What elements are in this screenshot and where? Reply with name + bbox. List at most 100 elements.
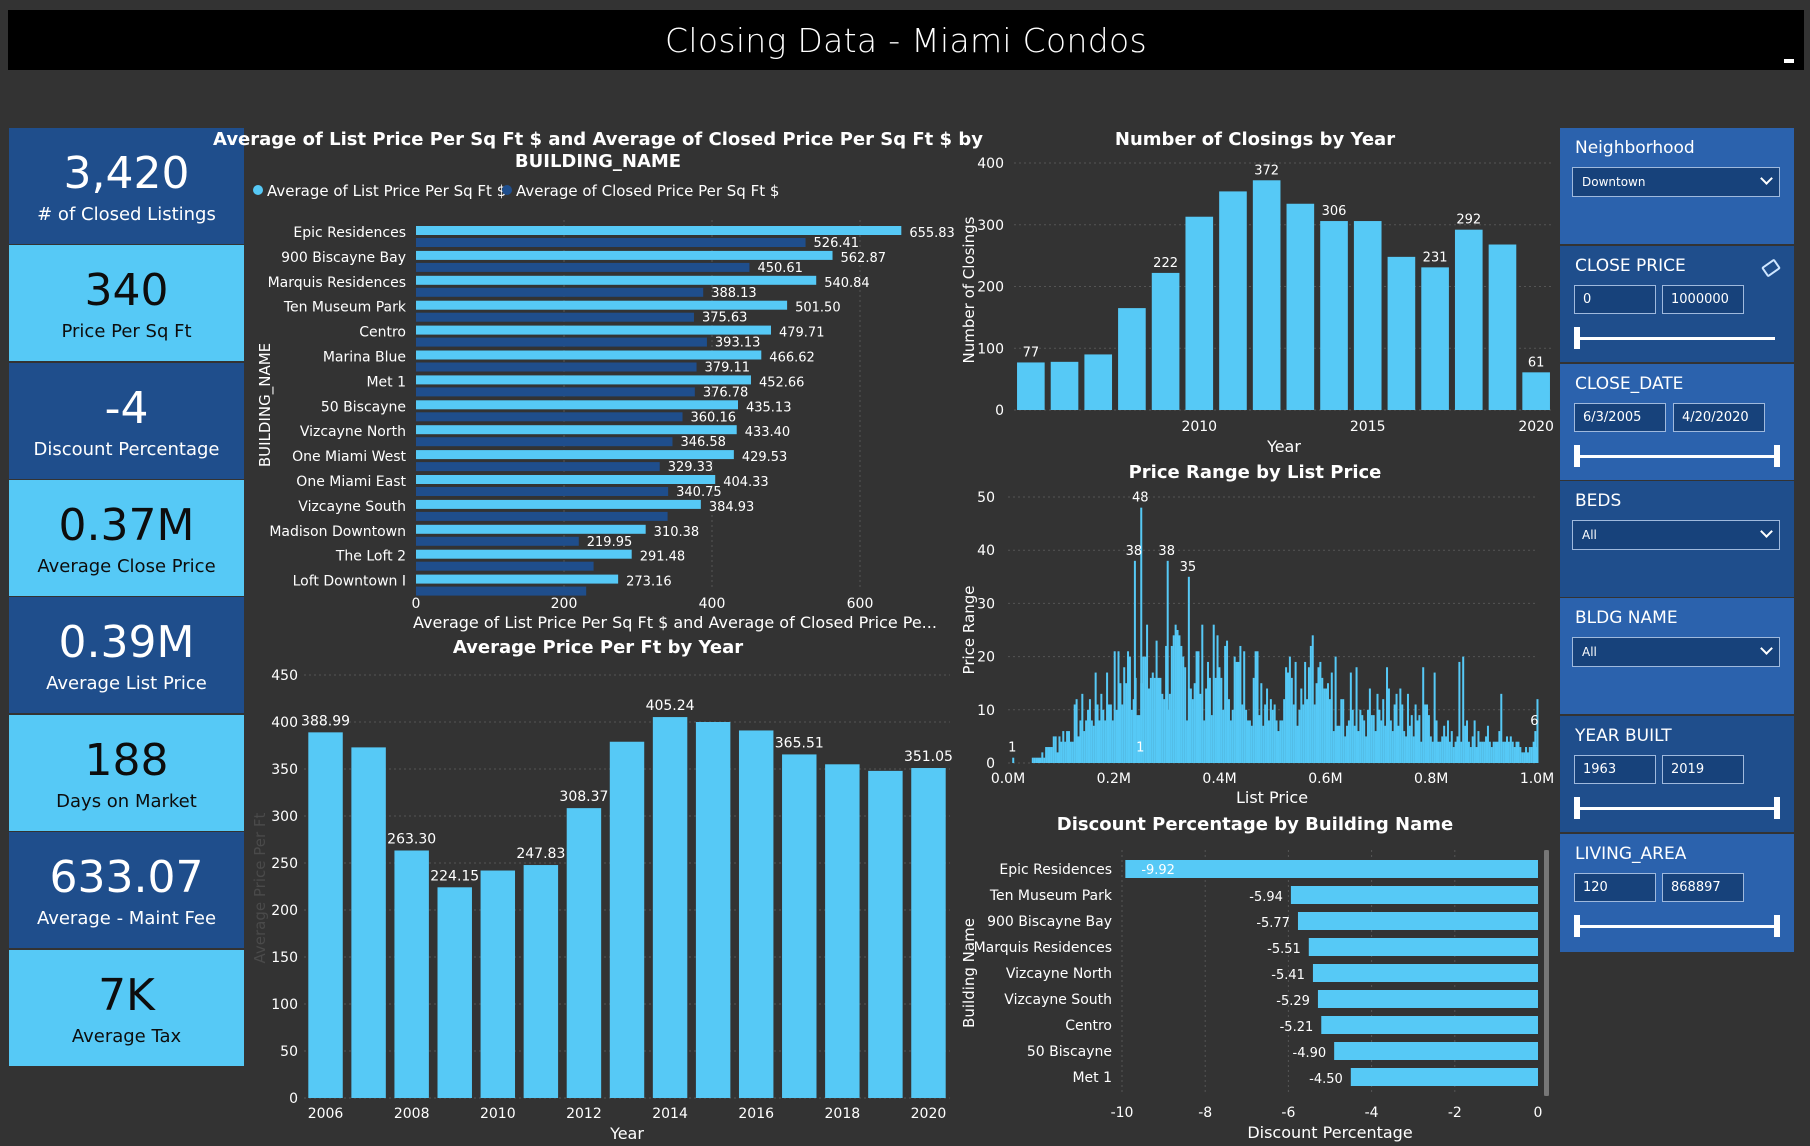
data-label: 435.13	[746, 400, 792, 415]
bar	[652, 717, 688, 1098]
living-area-max-input[interactable]: 868897	[1662, 873, 1744, 902]
year-built-max-input[interactable]: 2019	[1662, 755, 1744, 784]
histogram-bar	[1507, 741, 1510, 763]
histogram-bar	[1144, 656, 1147, 763]
eraser-icon[interactable]	[1761, 258, 1781, 278]
histogram-bar	[1130, 709, 1133, 763]
histogram-bar	[1151, 672, 1154, 763]
kpi-value: 0.37M	[58, 499, 195, 551]
histogram-bar	[1332, 731, 1335, 763]
dropdown-value: All	[1582, 645, 1597, 659]
data-label: 222	[1153, 256, 1178, 271]
histogram-bar	[1191, 699, 1194, 763]
range-slider-track[interactable]	[1577, 455, 1775, 458]
range-slider-max-handle[interactable]	[1774, 915, 1780, 937]
data-label: 219.95	[587, 535, 633, 550]
kpi-card-discount-percentage[interactable]: -4 Discount Percentage	[9, 363, 244, 479]
histogram-bar	[1205, 688, 1208, 763]
kpi-card-average-close-price[interactable]: 0.37M Average Close Price	[9, 480, 244, 596]
kpi-card-average-tax[interactable]: 7K Average Tax	[9, 950, 244, 1066]
histogram-bar	[1486, 725, 1489, 763]
histogram-bar	[1321, 677, 1324, 763]
kpi-card-maint-fee[interactable]: 633.07 Average - Maint Fee	[9, 832, 244, 948]
data-label: -5.77	[1256, 916, 1290, 931]
living-area-min-input[interactable]: 120	[1574, 873, 1656, 902]
range-slider-track[interactable]	[1577, 807, 1775, 810]
x-tick-label: -4	[1365, 1105, 1379, 1121]
year-built-min-input[interactable]: 1963	[1574, 755, 1656, 784]
histogram-bar	[1290, 677, 1293, 763]
beds-dropdown[interactable]: All	[1572, 520, 1780, 550]
kpi-label: # of Closed Listings	[37, 203, 216, 225]
y-tick-label: 20	[977, 650, 995, 666]
histogram-bar	[1502, 741, 1505, 763]
price-range-chart[interactable]: 0 10 20 30 40 50 1 48 38 38 35 1 6 0.0M 0.2M 0.4M 0.6M 0.…	[960, 490, 1554, 807]
histogram-bar	[1473, 720, 1476, 763]
y-tick-label: 900 Biscayne Bay	[987, 914, 1112, 930]
close-price-min-input[interactable]: 0	[1574, 285, 1656, 314]
histogram-bar	[1088, 699, 1091, 763]
histogram-bar	[1408, 725, 1411, 763]
histogram-bar	[1302, 704, 1305, 763]
bar-closed-price	[416, 511, 668, 521]
histogram-bar	[1226, 640, 1229, 763]
list-vs-closed-chart[interactable]: Epic Residences 655.83 526.41 900 Biscayne …	[256, 220, 955, 632]
neighborhood-dropdown[interactable]: Downtown	[1572, 167, 1780, 197]
histogram-bar	[1193, 683, 1196, 763]
histogram-bar	[1262, 725, 1265, 763]
histogram-bar	[1069, 741, 1072, 763]
histogram-bar	[1207, 661, 1210, 763]
histogram-bar	[1382, 699, 1385, 763]
histogram-bar	[1239, 645, 1242, 763]
kpi-card-closed-listings[interactable]: 3,420 # of Closed Listings	[9, 128, 244, 244]
histogram-bar	[1469, 747, 1472, 763]
histogram-bar	[1260, 683, 1263, 763]
close-date-end-input[interactable]: 4/20/2020	[1673, 403, 1765, 432]
range-slider-track[interactable]	[1577, 337, 1775, 340]
histogram-bar	[1039, 757, 1042, 763]
histogram-bar	[1058, 736, 1061, 763]
y-tick-label: 0	[289, 1091, 298, 1107]
range-slider-max-handle[interactable]	[1774, 797, 1780, 819]
histogram-bar	[1488, 741, 1491, 763]
bar-list-price	[416, 425, 737, 435]
range-slider-min-handle[interactable]	[1574, 797, 1580, 819]
minimize-icon[interactable]	[1784, 59, 1794, 63]
kpi-card-average-list-price[interactable]: 0.39M Average List Price	[9, 597, 244, 713]
bar	[1317, 990, 1538, 1008]
scrollbar-thumb[interactable]	[1544, 850, 1549, 1096]
range-slider-max-handle[interactable]	[1774, 445, 1780, 467]
range-slider-min-handle[interactable]	[1574, 915, 1580, 937]
histogram-bar	[1147, 688, 1150, 763]
histogram-bar	[1344, 736, 1347, 763]
histogram-bar	[1128, 656, 1131, 763]
histogram-bar	[1446, 720, 1449, 763]
histogram-bar	[1037, 757, 1040, 763]
bar	[1312, 964, 1538, 982]
range-slider-track[interactable]	[1577, 925, 1775, 928]
bldg-name-dropdown[interactable]: All	[1572, 637, 1780, 667]
data-label: 450.61	[757, 261, 803, 276]
y-tick-label: Centro	[359, 325, 406, 341]
x-tick-label: 600	[847, 596, 874, 612]
discount-by-building-chart[interactable]: Epic Residences -9.92 Ten Museum Park -5.94…	[960, 850, 1542, 1142]
data-label: -9.92	[1141, 863, 1175, 878]
chart-legend[interactable]: Average of List Price Per Sq Ft $ Average…	[253, 182, 779, 200]
x-tick-label: 2015	[1350, 419, 1386, 435]
range-slider-min-handle[interactable]	[1574, 445, 1580, 467]
range-slider-min-handle[interactable]	[1574, 327, 1580, 349]
kpi-card-days-on-market[interactable]: 188 Days on Market	[9, 715, 244, 831]
histogram-bar	[1107, 704, 1110, 763]
y-tick-label: 900 Biscayne Bay	[281, 250, 406, 266]
closings-by-year-chart[interactable]: 0 100 200 300 400 77 222 372 306 231 292 61 2010 2015…	[960, 156, 1554, 456]
histogram-bar	[1450, 731, 1453, 763]
chart-title: Number of Closings by Year	[1115, 129, 1395, 150]
kpi-card-price-per-sqft[interactable]: 340 Price Per Sq Ft	[9, 245, 244, 361]
histogram-bar	[1104, 720, 1107, 763]
bar	[1387, 256, 1416, 410]
avg-price-per-ft-chart[interactable]: 0 50 100 150 200 250 300 350 400 450 388.99 263.30 2…	[251, 668, 953, 1143]
histogram-bar	[1048, 747, 1051, 763]
histogram-bar	[1266, 688, 1269, 763]
close-date-start-input[interactable]: 6/3/2005	[1574, 403, 1666, 432]
close-price-max-input[interactable]: 1000000	[1662, 285, 1744, 314]
